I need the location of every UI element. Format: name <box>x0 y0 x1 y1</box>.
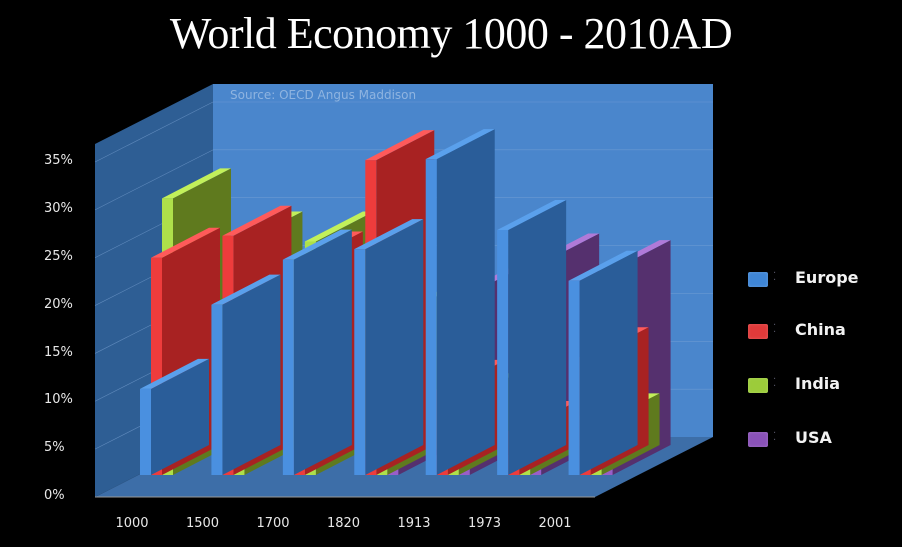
chart-title: World Economy 1000 - 2010AD <box>169 9 733 58</box>
x-tick-label: 1913 <box>397 516 431 531</box>
legend-label: India <box>795 374 841 393</box>
legend-label: USA <box>795 428 832 447</box>
legend-item-europe: · · Europe <box>745 266 895 290</box>
bar-europe <box>568 280 580 475</box>
europe-swatch-icon <box>748 272 768 287</box>
legend-dots-icon: · · <box>773 320 777 338</box>
bar-side <box>508 199 567 475</box>
legend-dots-icon: · · <box>773 428 777 446</box>
y-tick-label: 30% <box>44 201 73 217</box>
x-tick-label: 1973 <box>467 516 502 531</box>
bar-side <box>222 274 281 475</box>
x-tick-label: 1000 <box>115 516 149 531</box>
bar-europe <box>282 259 294 475</box>
y-tick-label: 5% <box>44 440 65 456</box>
y-tick-label: 20% <box>44 296 73 312</box>
legend-dots-icon: · · <box>773 374 777 392</box>
x-tick-label: 2001 <box>538 516 572 531</box>
source-note: Source: OECD Angus Maddison <box>230 88 417 102</box>
bar-side <box>293 229 352 475</box>
legend-item-usa: · · USA <box>745 426 895 450</box>
bar-side <box>365 219 424 475</box>
bar-europe <box>140 388 151 475</box>
legend-dots-icon: · · <box>773 268 777 286</box>
bar-side <box>151 358 209 475</box>
y-tick-label: 35% <box>44 153 73 169</box>
x-tick-label: 1700 <box>256 516 290 531</box>
bar-china <box>151 257 162 475</box>
y-tick-label: 10% <box>44 392 73 408</box>
y-tick-label: 0% <box>44 488 65 503</box>
legend-item-china: · · China <box>745 318 895 342</box>
bar-europe <box>425 159 437 475</box>
bar-europe <box>211 304 223 475</box>
bar-side <box>436 129 495 475</box>
bar-side <box>579 250 638 475</box>
x-tick-label: 1820 <box>326 516 361 531</box>
bar-europe <box>497 229 509 475</box>
legend-label: Europe <box>795 268 859 287</box>
usa-swatch-icon <box>748 432 768 447</box>
bar-europe <box>354 249 366 475</box>
legend-item-india: · · India <box>745 372 895 396</box>
y-tick-label: 25% <box>44 249 73 264</box>
india-swatch-icon <box>748 378 768 393</box>
legend-label: China <box>795 320 846 339</box>
y-tick-label: 15% <box>44 344 73 360</box>
x-tick-label: 1500 <box>185 516 220 531</box>
china-swatch-icon <box>748 324 768 339</box>
